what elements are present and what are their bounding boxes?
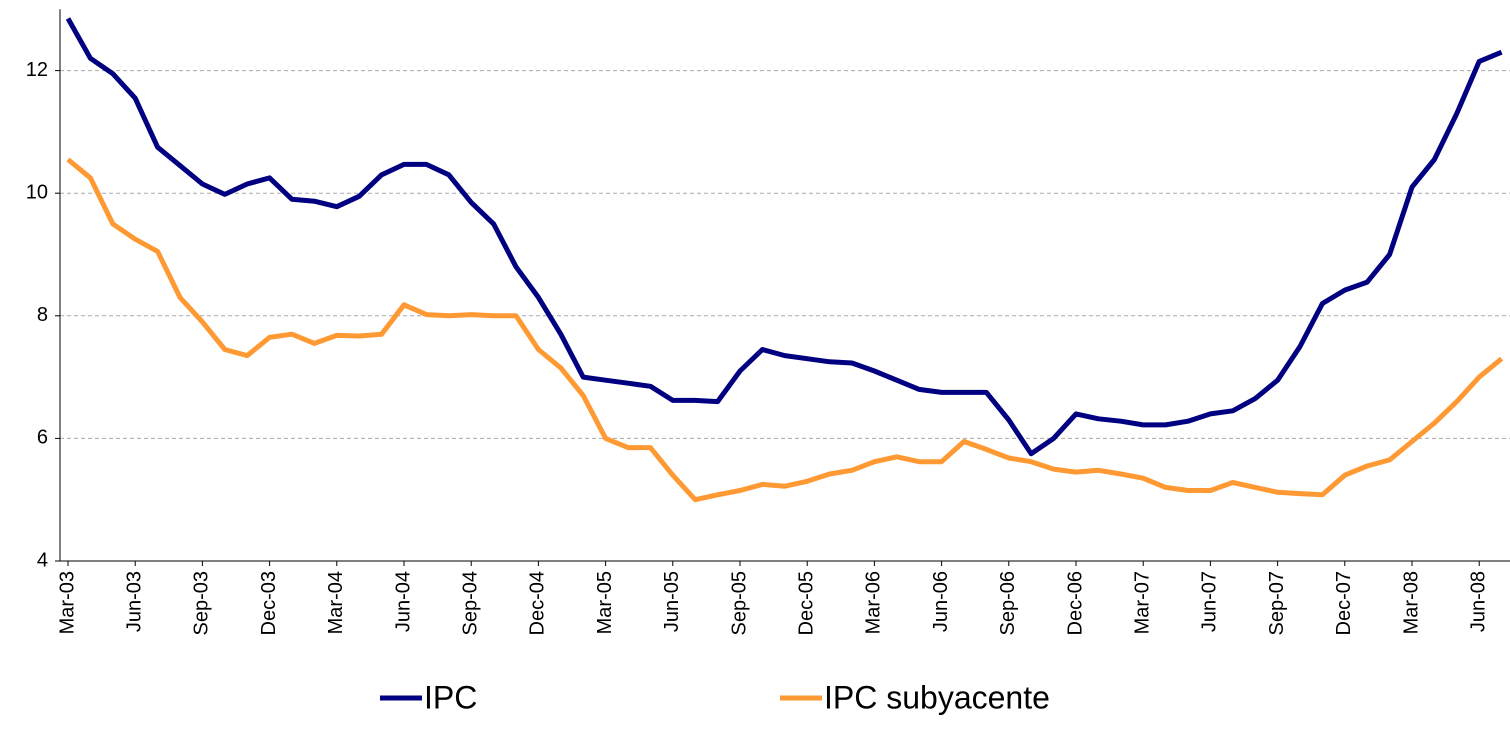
- x-tick-label: Mar-08: [1400, 571, 1422, 634]
- legend-label: IPC: [424, 679, 477, 715]
- x-tick-label: Mar-05: [594, 571, 616, 634]
- x-tick-label: Jun-07: [1199, 571, 1221, 632]
- y-tick-label: 6: [37, 427, 48, 449]
- x-tick-label: Dec-06: [1064, 571, 1086, 635]
- legend-label: IPC subyacente: [824, 679, 1050, 715]
- y-tick-label: 8: [37, 304, 48, 326]
- x-tick-label: Jun-03: [123, 571, 145, 632]
- legend: IPC IPC subyacente: [380, 679, 1050, 715]
- x-tick-label: Sep-04: [459, 571, 481, 636]
- series-line: [66, 157, 1504, 503]
- x-tick-label: Mar-07: [1131, 571, 1153, 634]
- x-tick-label: Sep-06: [997, 571, 1019, 636]
- x-tick-label: Dec-03: [258, 571, 280, 635]
- x-tick-label: Mar-03: [56, 571, 78, 634]
- x-tick-label: Jun-04: [392, 571, 414, 632]
- x-tick-label: Mar-06: [863, 571, 885, 634]
- x-tick-label: Jun-05: [661, 571, 683, 632]
- x-tick-label: Jun-08: [1467, 571, 1489, 632]
- x-tick-label: Sep-05: [728, 571, 750, 636]
- x-tick-label: Jun-06: [930, 571, 952, 632]
- x-tick-label: Dec-04: [527, 571, 549, 635]
- y-tick-label: 10: [26, 181, 48, 203]
- x-tick-label: Sep-03: [191, 571, 213, 636]
- x-tick-label: Mar-04: [325, 571, 347, 634]
- x-tick-label: Dec-05: [795, 571, 817, 635]
- series-line: [65, 17, 1503, 457]
- y-tick-label: 12: [26, 59, 48, 81]
- y-tick-label: 4: [37, 549, 48, 571]
- x-tick-label: Sep-07: [1266, 571, 1288, 636]
- x-tick-label: Dec-07: [1333, 571, 1355, 635]
